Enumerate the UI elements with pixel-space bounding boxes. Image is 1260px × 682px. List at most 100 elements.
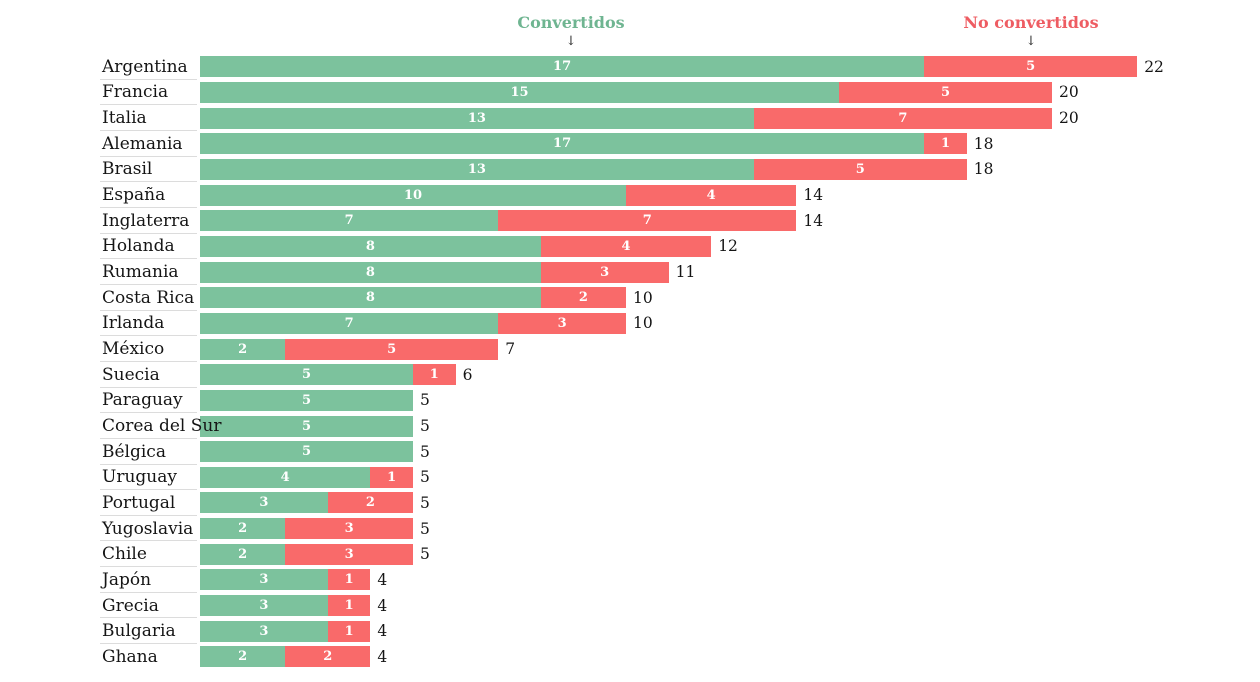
row-label-country: Francia [0,80,200,106]
chart-row: Holanda 8 4 12 [0,234,1260,260]
bar-total: 18 [973,134,994,153]
row-label-country: Brasil [0,157,200,183]
row-label-country: Portugal [0,490,200,516]
bar-total: 14 [803,186,824,205]
row-label-country: Costa Rica [0,285,200,311]
bar-segment-no-convertidos: 1 [327,569,371,591]
chart-row: Paraguay 5 5 [0,388,1260,414]
bar-total: 10 [632,288,653,307]
row-divider [100,360,197,362]
bar-segment-no-convertidos: 1 [327,595,371,617]
row-divider [100,566,197,568]
chart-row: Costa Rica 8 2 10 [0,285,1260,311]
bar-segment-convertidos: 5 [200,364,413,386]
bar-value-convertidos: 5 [301,418,312,434]
chart-row: Grecia 3 1 4 [0,593,1260,619]
row-label-country: Corea del Sur [0,413,221,439]
bar-total: 6 [462,365,473,384]
chart-row: Bélgica 5 5 [0,439,1260,465]
row-label-country: Bulgaria [0,618,200,645]
bar-value-convertidos: 5 [301,367,312,383]
bar-segment-no-convertidos: 2 [540,287,626,309]
bar-total: 11 [675,263,696,282]
bar-value-no-convertidos: 2 [578,290,588,306]
bar-segment-convertidos: 3 [200,595,328,617]
bar-value-no-convertidos: 5 [1026,59,1036,75]
row-divider [100,412,197,414]
bar-value-no-convertidos: 4 [706,187,716,203]
chart-row: Rumania 8 3 11 [0,259,1260,285]
row-label-country: Ghana [102,646,158,667]
bar-value-convertidos: 8 [365,290,375,306]
chart-row: Uruguay 4 1 5 [0,465,1260,491]
bar-group: 10 4 14 [200,184,824,206]
bar-segment-no-convertidos: 4 [626,184,797,206]
bar-total: 20 [1058,109,1079,128]
bar-segment-no-convertidos: 7 [753,107,1052,129]
bar-value-no-convertidos: 3 [557,315,567,331]
bar-total: 5 [419,519,430,538]
bar-value-no-convertidos: 2 [365,495,375,511]
row-label-country: Italia [0,105,200,131]
bar-value-no-convertidos: 1 [344,572,354,588]
bar-total: 5 [420,391,430,410]
legend-item-convertidos: Convertidos ↓ [517,13,624,48]
row-label-country: Irlanda [0,311,200,337]
bar-group: 13 5 18 [200,158,994,180]
bar-group: 3 2 5 [200,492,430,514]
bar-value-no-convertidos: 1 [344,598,354,614]
row-divider [100,283,197,285]
row-divider [100,104,197,106]
bar-group: 3 1 4 [200,569,387,591]
bar-value-no-convertidos: 1 [429,367,439,383]
bar-value-convertidos: 2 [238,521,248,537]
bar-value-no-convertidos: 3 [344,546,354,562]
bar-segment-no-convertidos: 3 [285,543,413,565]
bar-group: 17 1 18 [200,133,994,155]
row-label-country: Chile [0,541,200,568]
row-divider [100,463,197,465]
bar-segment-no-convertidos: 5 [285,338,499,360]
bar-group: 2 5 7 [200,338,515,360]
bar-segment-convertidos: 3 [200,492,328,514]
bar-segment-convertidos: 5 [200,415,413,437]
bar-segment-no-convertidos: 1 [370,466,413,488]
bar-value-no-convertidos: 7 [642,213,652,229]
bar-value-convertidos: 5 [301,444,312,460]
bar-value-no-convertidos: 7 [898,110,908,126]
bar-segment-no-convertidos: 2 [327,492,413,514]
row-label-country: Alemania [0,131,200,157]
bar-group: 2 2 4 [200,646,387,668]
row-divider [100,181,197,183]
bar-segment-no-convertidos: 3 [498,312,626,334]
bar-segment-convertidos: 5 [200,389,413,411]
row-divider [100,591,197,593]
bar-segment-convertidos: 13 [200,107,754,129]
bar-group: 7 7 14 [200,210,823,232]
bar-total: 5 [419,468,430,487]
row-label-country: Rumania [0,259,200,285]
row-divider [100,437,197,439]
chart-row: Brasil 13 5 18 [0,157,1260,183]
bar-total: 12 [718,237,738,256]
bar-value-convertidos: 17 [553,136,572,152]
bar-segment-convertidos: 8 [200,287,541,309]
row-divider [100,540,197,542]
bar-value-no-convertidos: 1 [387,469,397,485]
bar-segment-no-convertidos: 7 [498,210,797,232]
bar-value-convertidos: 13 [467,110,486,126]
row-divider [100,258,197,260]
row-divider [100,617,197,619]
bar-total: 22 [1144,57,1164,76]
bar-value-convertidos: 7 [344,213,354,229]
bar-total: 20 [1059,83,1079,102]
bar-value-convertidos: 7 [344,315,354,331]
bar-value-convertidos: 2 [238,649,248,665]
bar-chart-rows: Argentina 17 5 22 Francia 15 5 20 Italia 13 7 20 Ale… [0,54,1260,670]
row-label-country: Suecia [0,362,200,388]
bar-group: 2 3 5 [200,543,430,565]
row-label-country: México [0,336,200,362]
row-divider [100,643,197,645]
